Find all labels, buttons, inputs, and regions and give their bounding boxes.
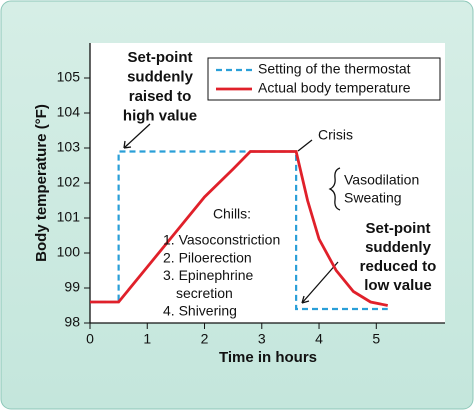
annotation-text: 4. Shivering bbox=[163, 303, 237, 319]
annotation-text: Sweating bbox=[344, 190, 402, 206]
legend-label: Actual body temperature bbox=[258, 80, 411, 96]
annotation-text: Crisis bbox=[318, 127, 353, 143]
annotation-text: high value bbox=[123, 107, 197, 124]
y-tick-label: 100 bbox=[57, 244, 81, 260]
annotation-text: raised to bbox=[129, 88, 192, 105]
annotation-text: secretion bbox=[176, 285, 233, 301]
series-line bbox=[90, 150, 389, 307]
y-tick-label: 105 bbox=[57, 69, 81, 85]
y-tick-label: 98 bbox=[64, 314, 80, 330]
legend-box bbox=[207, 57, 441, 101]
annotation-text: Vasodilation bbox=[344, 172, 419, 188]
y-tick-label: 99 bbox=[64, 279, 80, 295]
annotation-text: suddenly bbox=[365, 239, 432, 256]
x-tick-label: 1 bbox=[143, 331, 151, 347]
annotation-text: Set-point bbox=[128, 49, 193, 66]
annotation-text: Chills: bbox=[213, 206, 251, 222]
annotation-text: low value bbox=[364, 277, 432, 294]
x-tick-label: 5 bbox=[372, 331, 380, 347]
y-tick-label: 104 bbox=[57, 104, 81, 120]
annotation-pointers bbox=[123, 123, 341, 304]
annotation-text: Set-point bbox=[366, 220, 431, 237]
x-axis-label: Time in hours bbox=[219, 349, 317, 366]
annotation-text: 1. Vasoconstriction bbox=[163, 232, 280, 248]
legend-label: Setting of the thermostat bbox=[258, 61, 411, 77]
y-tick-label: 101 bbox=[57, 209, 81, 225]
x-tick-label: 2 bbox=[201, 331, 209, 347]
y-tick-label: 103 bbox=[57, 139, 81, 155]
x-tick-label: 3 bbox=[258, 331, 266, 347]
y-tick-label: 102 bbox=[57, 174, 81, 190]
annotation-text: suddenly bbox=[127, 68, 194, 85]
annotation-text: 3. Epinephrine bbox=[163, 267, 254, 283]
x-tick-label: 4 bbox=[315, 331, 323, 347]
annotation-text: 2. Piloerection bbox=[163, 249, 252, 265]
annotation-text: reduced to bbox=[360, 258, 437, 275]
y-axis-label: Body temperature (°F) bbox=[33, 104, 50, 262]
x-tick-label: 0 bbox=[86, 331, 94, 347]
